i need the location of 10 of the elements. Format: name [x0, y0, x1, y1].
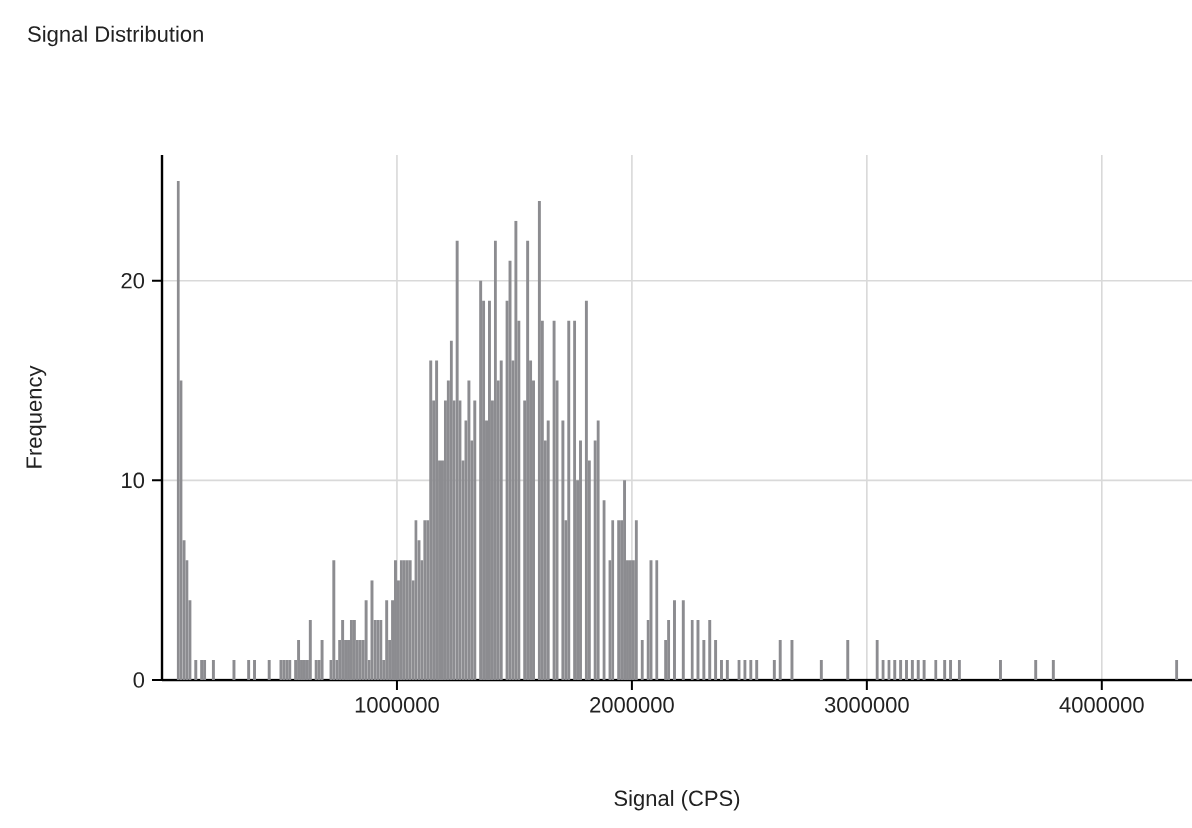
x-tick-label: 4000000 [1059, 697, 1144, 713]
chart-title: Signal Distribution [28, 25, 203, 47]
x-tick-label: 3000000 [824, 697, 909, 713]
y-axis-title: Frequency [26, 365, 47, 468]
x-tick-label: 2000000 [590, 697, 674, 713]
y-tick-label: 0 [133, 672, 145, 688]
y-tick-label: 10 [122, 472, 145, 489]
x-tick-label: 1000000 [355, 697, 439, 713]
y-tick-label: 20 [121, 272, 145, 289]
x-axis-title: Signal (CPS) [614, 789, 740, 811]
